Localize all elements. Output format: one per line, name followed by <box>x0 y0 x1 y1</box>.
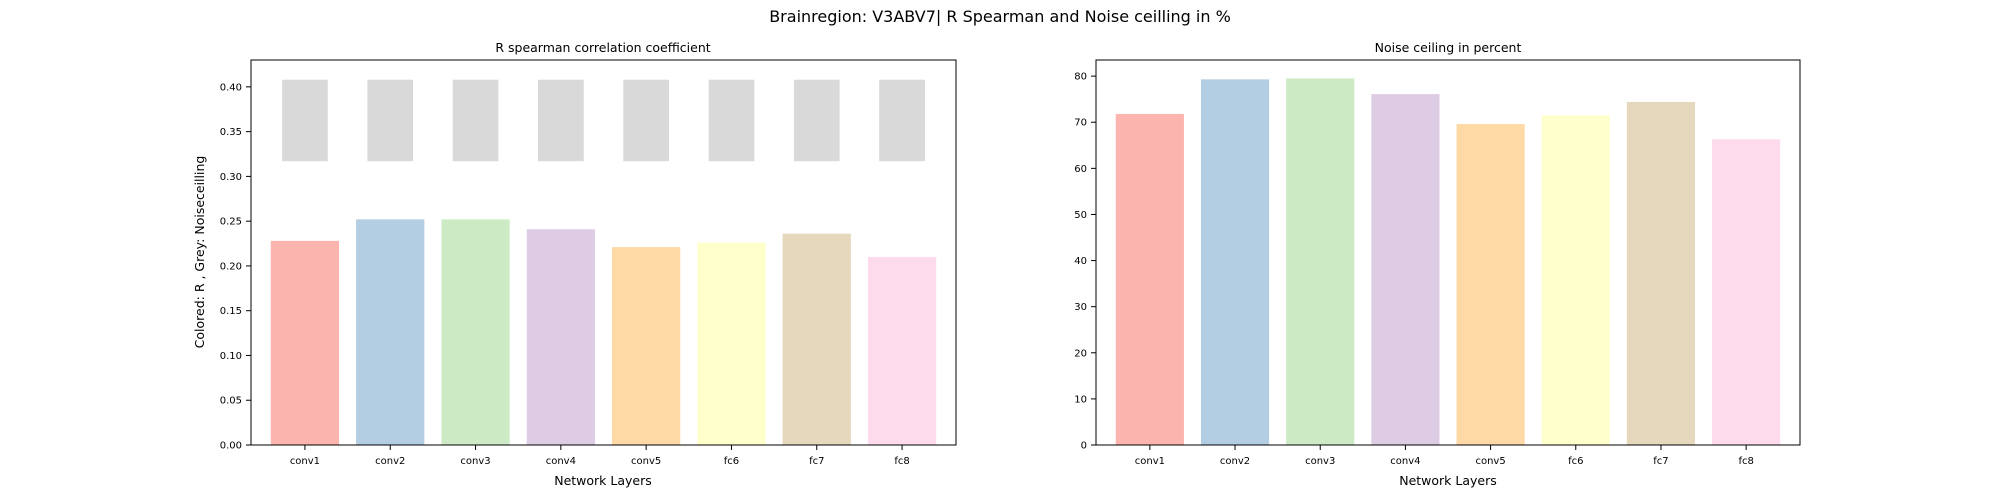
y-tick-label: 0.25 <box>220 217 242 228</box>
chart-title-right: Noise ceiling in percent <box>1375 40 1522 55</box>
y-axis-label-left: Colored: R , Grey: Noiseceilling <box>192 156 207 349</box>
noiseceiling-bar-fc6 <box>708 79 755 162</box>
y-tick-label: 30 <box>1074 302 1087 313</box>
axes-frame-left <box>250 59 957 446</box>
chart-panel-left: R spearman correlation coefficient Netwo… <box>192 40 957 488</box>
x-tick-label: conv1 <box>290 456 320 467</box>
y-tick-label: 0.05 <box>220 396 242 407</box>
y-tick-label: 0.15 <box>220 306 242 317</box>
noiseceiling-bar-conv1 <box>282 79 328 162</box>
bar-fc7 <box>782 233 851 445</box>
y-tick-label: 0.30 <box>220 172 242 183</box>
bar-fc7 <box>1626 101 1696 446</box>
y-tick-label: 0.00 <box>220 441 242 452</box>
x-tick-label: fc8 <box>1738 456 1753 467</box>
chart-panel-right: Noise ceiling in percent Network Layers … <box>1074 40 1801 488</box>
y-tick-label: 60 <box>1074 164 1087 175</box>
y-tick-label: 0.20 <box>220 261 242 272</box>
bar-conv4 <box>526 229 595 445</box>
bar-fc6 <box>697 242 766 445</box>
bar-conv5 <box>1456 124 1525 446</box>
noiseceiling-bar-conv2 <box>367 79 414 162</box>
x-tick-label: fc8 <box>894 456 909 467</box>
bar-fc8 <box>867 256 937 445</box>
x-tick-label: conv3 <box>460 456 490 467</box>
x-tick-label: fc6 <box>724 456 739 467</box>
noiseceiling-bar-fc7 <box>793 79 840 162</box>
bar-conv3 <box>441 219 510 445</box>
figure-suptitle: Brainregion: V3ABV7| R Spearman and Nois… <box>769 7 1231 26</box>
x-tick-label: conv4 <box>1390 456 1420 467</box>
bar-conv2 <box>356 219 425 445</box>
noiseceiling-bar-conv5 <box>623 79 670 162</box>
bar-fc6 <box>1541 115 1610 445</box>
x-tick-label: conv2 <box>375 456 405 467</box>
y-tick-label: 0.40 <box>220 82 242 93</box>
x-tick-label: conv2 <box>1220 456 1250 467</box>
y-tick-label: 70 <box>1074 118 1087 129</box>
y-tick-label: 0 <box>1081 441 1087 452</box>
x-axis-label-right: Network Layers <box>1399 473 1497 488</box>
x-tick-label: fc7 <box>1653 456 1668 467</box>
x-tick-label: fc6 <box>1568 456 1583 467</box>
bar-conv5 <box>612 247 681 445</box>
bar-conv3 <box>1286 78 1355 445</box>
noiseceiling-bar-conv3 <box>452 79 499 162</box>
y-tick-label: 40 <box>1074 256 1087 267</box>
noiseceiling-bar-fc8 <box>879 79 925 162</box>
bar-conv2 <box>1200 79 1270 446</box>
y-tick-label: 0.10 <box>220 351 242 362</box>
x-tick-label: conv3 <box>1305 456 1335 467</box>
x-tick-label: conv1 <box>1135 456 1165 467</box>
y-tick-label: 20 <box>1074 348 1087 359</box>
x-tick-label: fc7 <box>809 456 824 467</box>
chart-title-left: R spearman correlation coefficient <box>495 40 710 55</box>
x-axis-label-left: Network Layers <box>554 473 652 488</box>
bar-conv1 <box>270 240 340 445</box>
noiseceiling-bar-conv4 <box>537 79 584 162</box>
y-tick-label: 0.35 <box>220 127 242 138</box>
axes-frame-right <box>1095 59 1801 446</box>
bar-conv4 <box>1371 94 1440 446</box>
x-tick-label: conv4 <box>546 456 576 467</box>
x-tick-label: conv5 <box>1475 456 1505 467</box>
bar-fc8 <box>1712 139 1781 445</box>
y-tick-label: 80 <box>1074 72 1087 83</box>
y-tick-label: 10 <box>1074 394 1087 405</box>
y-tick-label: 50 <box>1074 210 1087 221</box>
x-tick-label: conv5 <box>631 456 661 467</box>
bar-conv1 <box>1115 113 1184 445</box>
